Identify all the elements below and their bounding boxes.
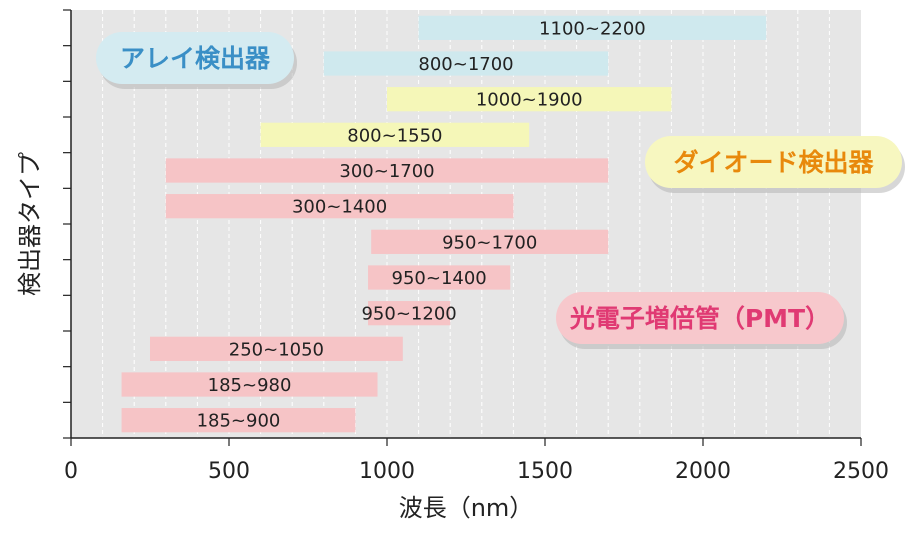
bar-950~1700 <box>371 229 609 254</box>
bar-185~980 <box>121 372 378 397</box>
group-pill-array <box>96 32 294 84</box>
x-tick-label: 1500 <box>517 459 573 484</box>
bar-300~1400 <box>165 194 514 219</box>
x-axis-title: 波長（nm） <box>399 494 534 522</box>
axes: 0 500 1000 1500 2000 2500 <box>63 9 889 484</box>
bar-label: 950~1400 <box>392 268 487 289</box>
bar-label: 250~1050 <box>229 339 324 360</box>
bar-label: 1100~2200 <box>539 18 646 39</box>
x-tick-label: 2500 <box>833 459 889 484</box>
bar-800~1550 <box>260 122 530 147</box>
bar-label: 800~1550 <box>347 125 442 146</box>
y-axis-title: 検出器タイプ <box>16 152 44 296</box>
bar-label: 185~980 <box>208 375 292 396</box>
bar-950~1400 <box>368 265 511 290</box>
x-tick-label: 500 <box>208 459 250 484</box>
bar-label: 300~1400 <box>292 197 387 218</box>
bar-label: 300~1700 <box>339 161 434 182</box>
bar-label: 950~1200 <box>361 304 456 325</box>
bar-300~1700 <box>165 158 609 183</box>
bar-185~900 <box>121 408 356 433</box>
bar-label: 800~1700 <box>418 54 513 75</box>
bar-label: 185~900 <box>197 411 281 432</box>
bar-label: 1000~1900 <box>476 90 583 111</box>
bar-label: 950~1700 <box>442 232 537 253</box>
group-pill-diode <box>645 136 902 188</box>
bar-950~1200 <box>368 301 451 326</box>
group-label-array: アレイ検出器 <box>120 44 271 73</box>
x-tick-label: 0 <box>64 459 78 484</box>
bars: 1100~2200 800~1700 1000~1900 800~1550 300~17… <box>121 15 767 433</box>
group-pill-pmt <box>556 292 844 344</box>
bar-1100~2200 <box>418 15 767 40</box>
group-label-pmt: 光電子増倍管（PMT） <box>569 304 830 333</box>
group-label-diode: ダイオード検出器 <box>673 148 874 177</box>
x-tick-label: 2000 <box>675 459 731 484</box>
bar-250~1050 <box>150 336 403 361</box>
x-tick-label: 1000 <box>359 459 415 484</box>
bar-1000~1900 <box>387 87 672 112</box>
bar-800~1700 <box>323 51 609 76</box>
